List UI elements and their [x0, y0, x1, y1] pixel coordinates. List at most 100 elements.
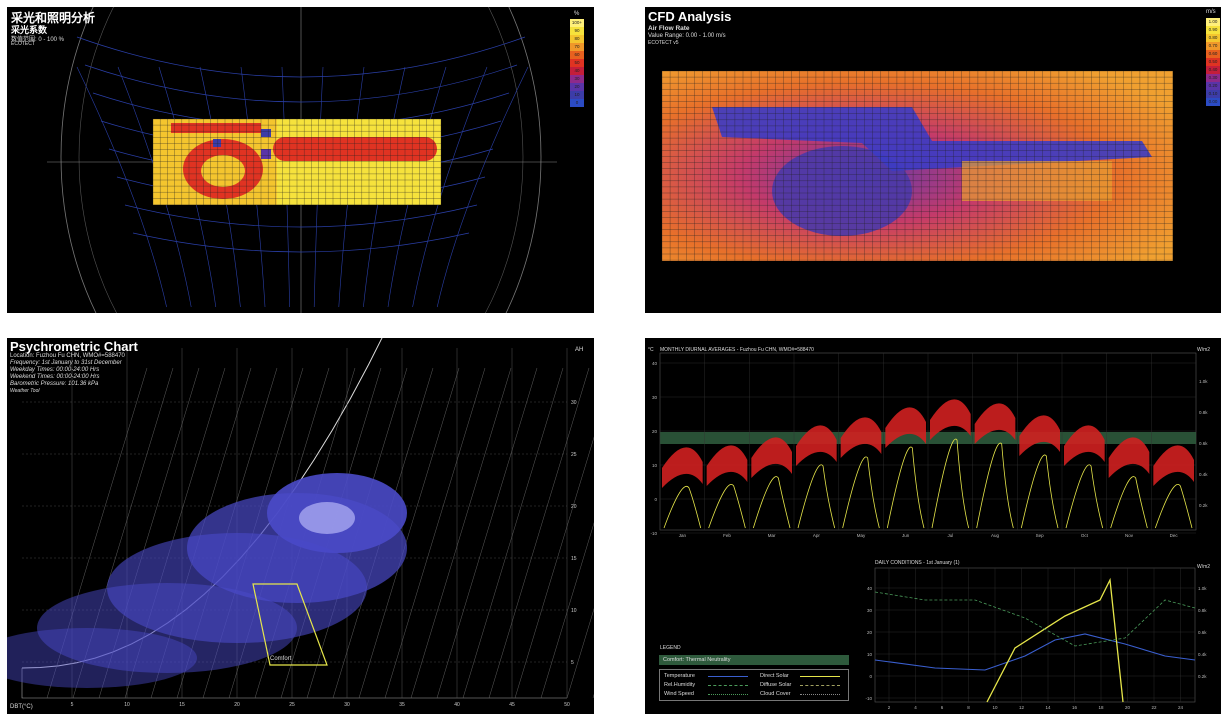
daylight-cell-low: [261, 129, 271, 137]
cfd-analysis-panel: CFD Analysis Air Flow Rate Value Range: …: [645, 7, 1221, 313]
temperature-band: [706, 445, 748, 486]
legend-swatch: 30: [570, 75, 584, 83]
legend-entry: 0.30: [1206, 74, 1220, 82]
dbt-tick-label: 5: [71, 702, 74, 708]
value-range: Value Range: 0.00 - 1.00 m/s: [648, 33, 726, 39]
legend-wind-speed: Wind Speed: [664, 691, 694, 697]
temperature-band: [1019, 415, 1060, 456]
air-channel: [712, 107, 1152, 171]
hour-line: [76, 66, 167, 308]
humidity-line: [874, 591, 1196, 647]
month-label: Jan: [679, 533, 687, 538]
y-tick-label: 10: [652, 463, 658, 468]
ah-axis-label: AH: [575, 347, 584, 353]
right-tick-label: 0.2k: [1198, 674, 1207, 679]
month-label: Oct: [1081, 533, 1089, 538]
color-legend: 1.00 0.90 0.80 0.70 0.60 0.50 0.40 0.30 0.20 0.10…: [1206, 18, 1220, 106]
direct-solar-line: [708, 484, 746, 529]
comfort-zone-label: Comfort: [270, 656, 292, 662]
right-tick-label: 0.4k: [1199, 472, 1208, 477]
ah-tick-label: 30: [571, 400, 577, 406]
month-label: Aug: [991, 533, 1000, 538]
cloud-swatch: [800, 694, 840, 695]
legend-entry: 0: [570, 99, 584, 107]
month-label: Dec: [1170, 533, 1179, 538]
psychrometric-panel: 5 10 15 20 25 30 35 40 45 50 30 25 20 15 10 5 Psychrome…: [7, 338, 594, 714]
direct-solar-line: [886, 446, 925, 529]
legend-entry: 20: [570, 83, 584, 91]
climate-averages-panel: 40 30 20 10 0 -10 1.0k 0.8k 0.6k 0.4k 0.2k Jan Feb Ma…: [645, 338, 1221, 714]
x-tick-label: 22: [1151, 705, 1157, 710]
right-tick-label: 1.0k: [1199, 379, 1208, 384]
pressure-line: Barometric Pressure: 101.36 kPa: [10, 381, 99, 387]
direct-solar-line: [1065, 464, 1104, 529]
legend-swatch: 0.40: [1206, 66, 1220, 74]
sun-path-outer: [60, 7, 542, 313]
y-tick-label: 0: [654, 497, 657, 502]
wet-bulb-line: [592, 694, 594, 699]
legend-swatch: 0.30: [1206, 74, 1220, 82]
legend-unit: %: [574, 11, 580, 17]
x-tick-label: 2: [888, 705, 891, 710]
legend-swatch: 90: [570, 27, 584, 35]
month-label: Apr: [813, 533, 821, 538]
wind-swatch: [708, 694, 748, 695]
sun-path-inner: [78, 7, 524, 313]
direct-solar-line: [1154, 484, 1193, 529]
temperature-swatch: [708, 676, 748, 677]
temperature-band: [1064, 425, 1105, 466]
sun-path-arc: [76, 36, 526, 78]
high-flow-zone: [962, 161, 1112, 201]
x-tick-label: 8: [967, 705, 970, 710]
legend-swatch: 0: [570, 99, 584, 107]
legend-entry: 0.60: [1206, 50, 1220, 58]
y-tick-label: 10: [867, 652, 873, 657]
wet-bulb-line: [488, 367, 590, 699]
ah-tick-label: 15: [571, 556, 577, 562]
software-tag: ECOTECT v5: [648, 40, 679, 46]
dbt-tick-label: 15: [179, 702, 185, 708]
legend-entry: 1.00: [1206, 18, 1220, 26]
wet-bulb-line: [566, 608, 594, 699]
y-tick-label: 30: [867, 608, 873, 613]
legend-entry: 0.70: [1206, 42, 1220, 50]
panel-subtitle: Air Flow Rate: [648, 25, 690, 32]
x-tick-label: 24: [1178, 705, 1184, 710]
weather-data-density: [37, 583, 297, 673]
month-label: Feb: [723, 533, 731, 538]
legend-entry: 30: [570, 75, 584, 83]
dbt-tick-label: 30: [344, 702, 350, 708]
y-tick-label: 40: [867, 586, 873, 591]
temperature-band: [796, 425, 837, 466]
legend-swatch: 0.70: [1206, 42, 1220, 50]
temperature-band: [1153, 445, 1194, 486]
wet-bulb-line: [514, 436, 594, 699]
temperature-band: [840, 417, 882, 458]
legend-swatch: 100+: [570, 19, 584, 27]
panel-subtitle: 采光系数: [11, 25, 48, 35]
x-tick-label: 14: [1045, 705, 1051, 710]
y-tick-label: 20: [652, 429, 658, 434]
legend-direct-solar: Direct Solar: [760, 673, 789, 679]
weather-data-peak: [299, 502, 355, 534]
wet-bulb-line: [462, 367, 564, 699]
direct-solar-line: [842, 456, 880, 529]
color-legend: 100+ 90 80 70 60 50 40 30 20 10 0: [570, 19, 584, 107]
direct-solar-line: [1020, 454, 1059, 529]
legend-swatch: 20: [570, 83, 584, 91]
legend-swatch: 80: [570, 35, 584, 43]
y-tick-label: -10: [865, 696, 872, 701]
comfort-band-legend: Comfort: Thermal Neutrality: [659, 655, 849, 665]
x-tick-label: 10: [992, 705, 998, 710]
daylight-analysis-panel: 采光和照明分析 采光系数 数值范围: 0 - 100 % ECOTECT % 1…: [7, 7, 594, 313]
legend-swatch: 10: [570, 91, 584, 99]
chart-frame: [21, 668, 567, 699]
legend-entry: 40: [570, 67, 584, 75]
y-tick-label: -10: [650, 531, 657, 536]
sun-path-arc: [84, 64, 518, 103]
humidity-swatch: [708, 685, 748, 686]
ah-tick-label: 10: [571, 608, 577, 614]
legend-entry: 10: [570, 91, 584, 99]
ah-tick-label: 25: [571, 452, 577, 458]
